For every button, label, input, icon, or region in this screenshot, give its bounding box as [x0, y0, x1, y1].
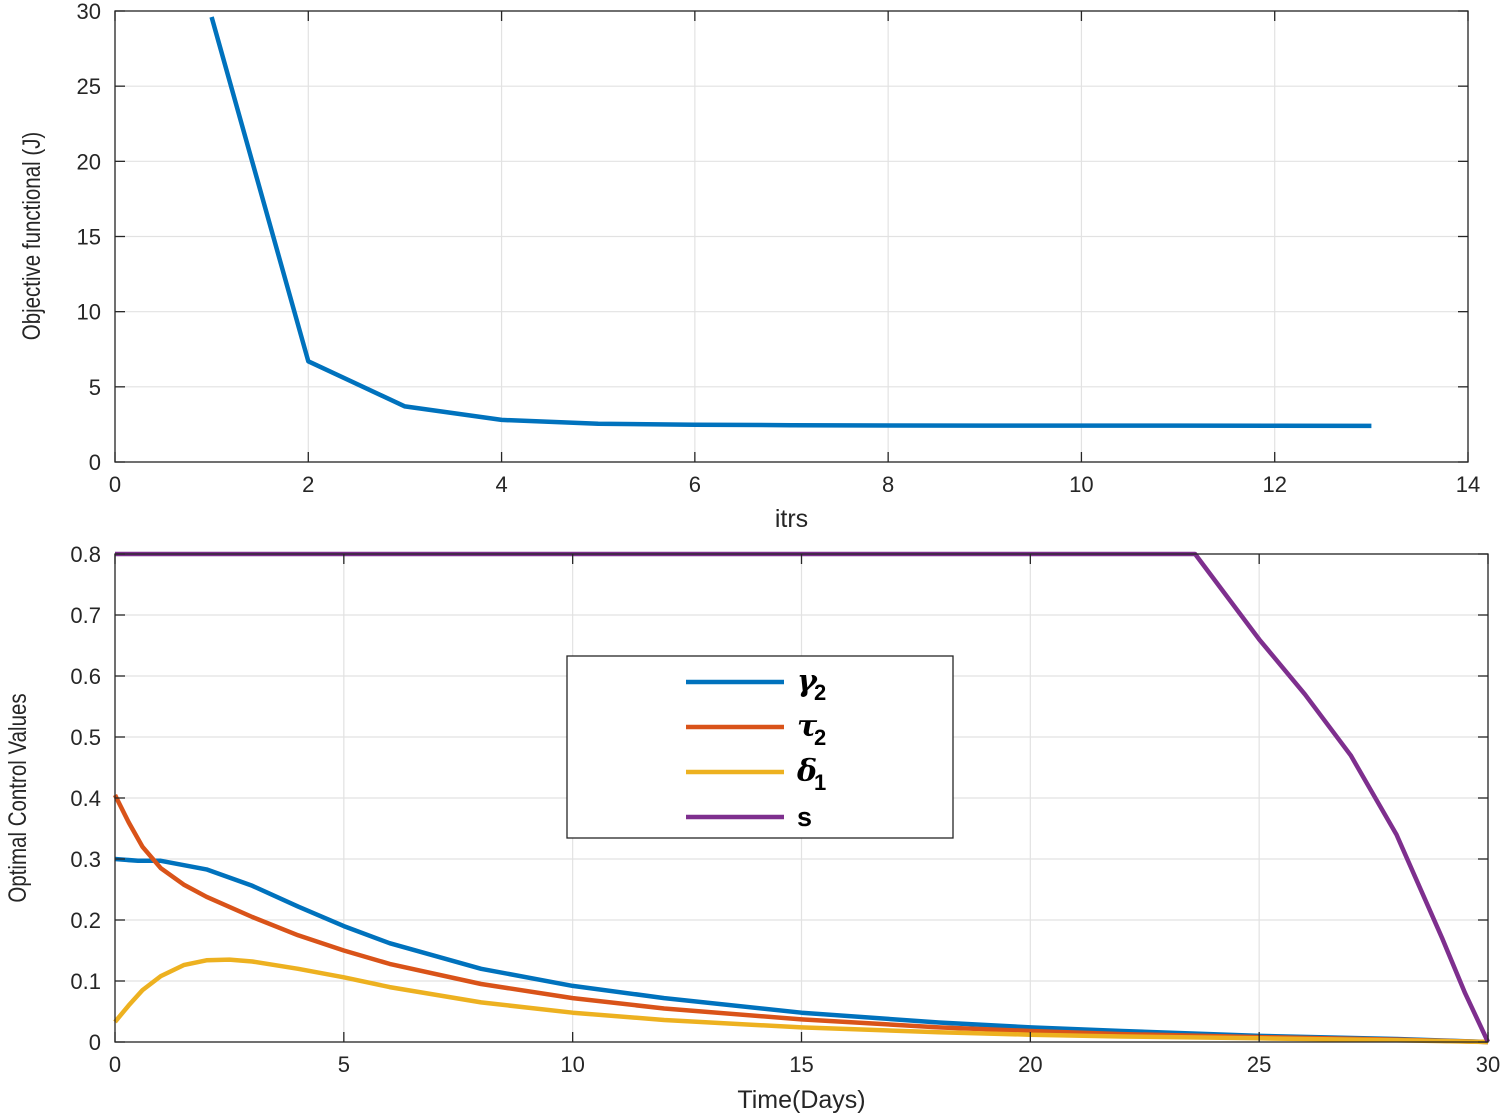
top-y-tick-label: 25 [77, 74, 101, 99]
top-x-tick-label: 2 [302, 472, 314, 497]
top-x-tick-label: 10 [1069, 472, 1093, 497]
bottom-series-line-1 [114, 856, 1489, 1045]
bottom-y-tick-label: 0 [89, 1030, 101, 1055]
legend-item-4: s [686, 802, 812, 832]
bottom-y-tick-label: 0.6 [70, 664, 101, 689]
bottom-y-tick-label: 0.1 [70, 969, 101, 994]
top-y-tick-label: 20 [77, 149, 101, 174]
top-y-tick-label: 0 [89, 450, 101, 475]
legend-label-subscript: 2 [814, 680, 826, 705]
bottom-y-tick-label: 0.2 [70, 908, 101, 933]
bottom-x-tick-label: 0 [109, 1052, 121, 1077]
bottom-series-line-4 [115, 551, 1491, 1043]
legend-label: γ [797, 664, 818, 699]
top-x-axis-label: itrs [775, 505, 808, 533]
top-y-tick-label: 5 [89, 375, 101, 400]
legend-item-1: γ2 [686, 664, 826, 705]
top-x-tick-label: 4 [495, 472, 507, 497]
top-y-tick-label: 15 [77, 225, 101, 250]
bottom-x-axis-label: Time(Days) [737, 1086, 865, 1113]
bottom-y-axis-label: Optimal Control Values [3, 693, 31, 902]
top-y-tick-label: 10 [77, 300, 101, 325]
bottom-y-tick-label: 0.7 [70, 603, 101, 628]
bottom-y-tick-label: 0.8 [70, 542, 101, 567]
bottom-axes: 0 5 10 15 20 25 30 0 0.1 0.2 0.3 0.4 0.5 0.6 0.7 0.8 Tim… [3, 542, 1500, 1113]
bottom-y-tick-label: 0.3 [70, 847, 101, 872]
bottom-x-tick-label: 25 [1247, 1052, 1271, 1077]
top-y-tick-label: 30 [77, 0, 101, 24]
legend-label-subscript: 2 [814, 725, 826, 750]
top-y-axis-label: Objective functional (J) [17, 132, 45, 341]
legend-box [566, 655, 954, 839]
top-x-tick-label: 6 [689, 472, 701, 497]
top-x-tick-label: 8 [882, 472, 894, 497]
top-x-tick-label: 14 [1456, 472, 1480, 497]
bottom-series-line-2 [112, 793, 1489, 1045]
top-axes: 0 2 4 6 8 10 12 14 0 5 10 15 20 25 30 itrs Objective fun… [17, 0, 1480, 533]
legend-label: s [797, 802, 812, 832]
legend-item-2: τ2 [686, 709, 826, 750]
top-x-tick-label: 0 [109, 472, 121, 497]
bottom-x-tick-label: 20 [1018, 1052, 1042, 1077]
top-series-line-1 [209, 16, 1372, 429]
legend-label: τ [797, 709, 818, 744]
bottom-y-tick-label: 0.4 [70, 786, 101, 811]
bottom-x-tick-label: 30 [1476, 1052, 1500, 1077]
legend-label-subscript: 1 [814, 770, 826, 795]
bottom-y-tick-label: 0.5 [70, 725, 101, 750]
bottom-x-tick-label: 5 [338, 1052, 350, 1077]
bottom-series-line-3 [113, 957, 1489, 1045]
bottom-x-tick-label: 10 [560, 1052, 584, 1077]
top-x-tick-label: 12 [1262, 472, 1286, 497]
legend-item-3: δ1 [686, 754, 826, 795]
legend-label: δ [796, 754, 817, 789]
bottom-x-tick-label: 15 [789, 1052, 813, 1077]
